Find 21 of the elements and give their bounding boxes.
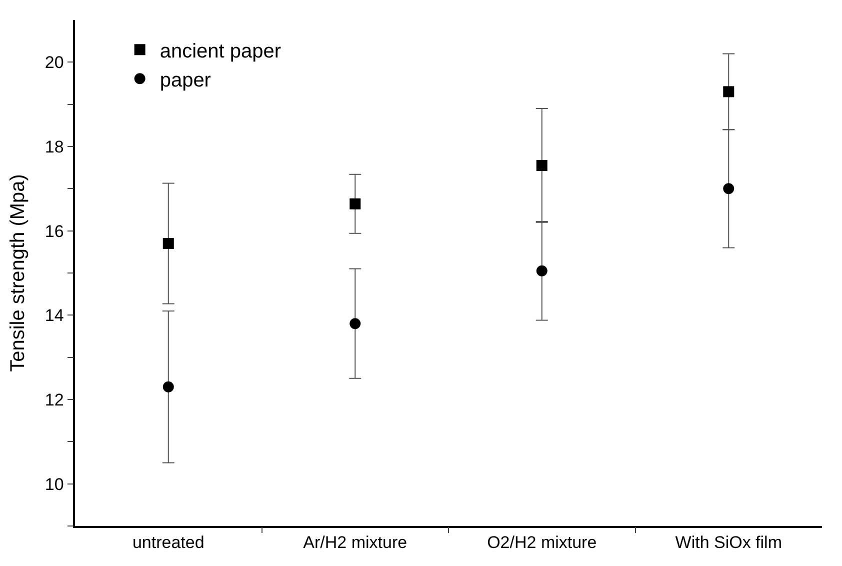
x-tick-label: Ar/H2 mixture [303,533,408,552]
y-axis-title: Tensile strength (Mpa) [6,174,29,372]
y-tick-label: 12 [44,390,64,410]
point [162,381,174,392]
point [350,198,361,210]
y-tick-label: 16 [44,222,64,241]
x-tick-label: With SiOx film [675,533,782,552]
y-tick-label: 14 [44,306,64,326]
point [723,86,734,98]
point [536,160,548,171]
y-tick-label: 20 [44,53,64,72]
point [162,238,174,249]
y-tick-label: 10 [44,474,64,494]
x-tick-label: untreated [132,533,204,552]
y-tick-label: 18 [44,137,64,156]
x-tick-label: O2/H2 mixture [487,533,597,552]
point [350,318,361,330]
legend-label: paper [160,69,212,92]
point [536,265,548,276]
legend-label: ancient paper [160,40,282,62]
point [723,183,734,194]
